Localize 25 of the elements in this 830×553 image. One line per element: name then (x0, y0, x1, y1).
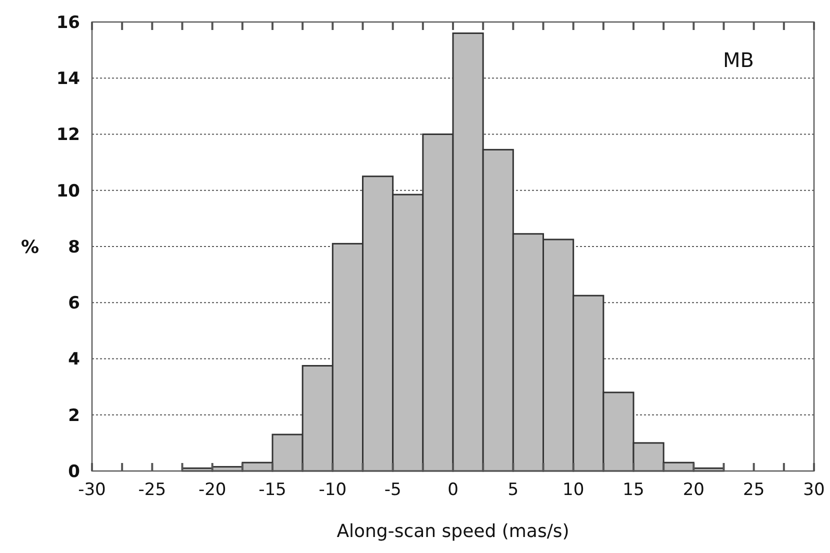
x-tick-label: 20 (682, 480, 704, 500)
y-tick-label: 14 (56, 69, 80, 90)
y-tick-label: 0 (68, 462, 80, 482)
y-tick-label: 6 (68, 294, 80, 314)
y-tick-label: 10 (56, 181, 80, 202)
x-tick-label: -5 (384, 480, 402, 500)
x-tick-label: -20 (198, 480, 226, 500)
y-tick-label: 4 (68, 350, 80, 370)
x-tick-label: 0 (448, 480, 458, 500)
x-tick-label: 25 (743, 480, 765, 500)
y-tick-label: 2 (68, 406, 80, 426)
y-tick-label: 8 (68, 237, 80, 258)
y-tick-label: 16 (56, 12, 80, 33)
x-tick-label: 5 (508, 480, 519, 500)
x-tick-label: 10 (562, 480, 584, 500)
x-tick-label: -30 (78, 480, 106, 500)
x-tick-label: -25 (138, 480, 166, 500)
annotation: MB (723, 48, 754, 72)
x-axis-title: Along-scan speed (mas/s) (336, 521, 570, 542)
x-tick-label: 30 (803, 480, 825, 500)
y-axis-title: % (20, 236, 40, 258)
x-tick-label: 15 (622, 480, 644, 500)
y-tick-label: 12 (56, 125, 80, 146)
x-tick-label: -15 (258, 480, 286, 500)
x-tick-label: -10 (318, 480, 347, 500)
